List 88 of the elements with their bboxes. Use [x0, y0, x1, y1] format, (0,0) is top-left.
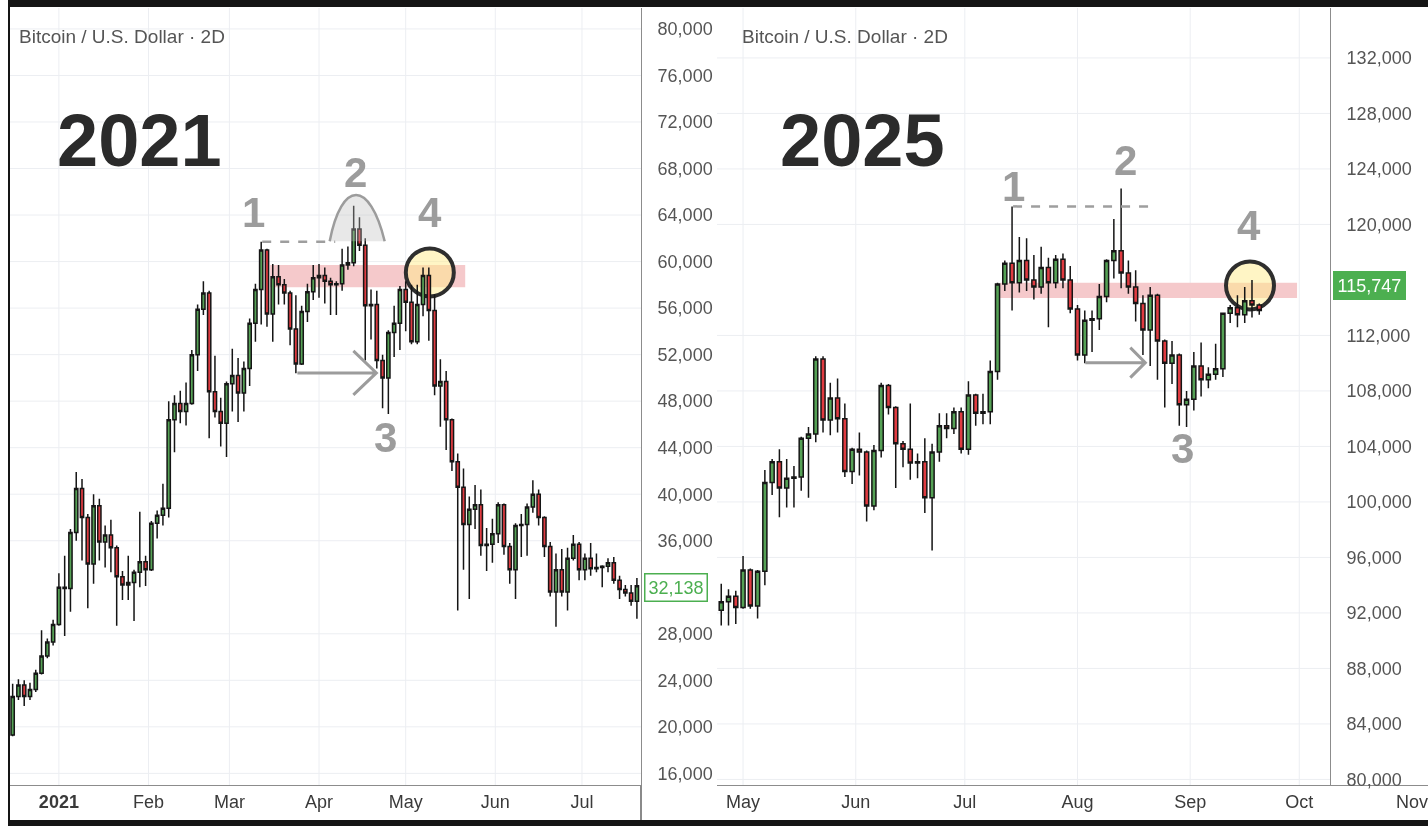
candlestick — [1212, 343, 1219, 381]
y-tick-label: 28,000 — [657, 624, 713, 645]
annotation: 3 — [374, 414, 398, 461]
candlestick — [1023, 237, 1030, 292]
candlestick — [776, 448, 783, 518]
x-tick-label: Feb — [132, 791, 164, 812]
y-tick-label: 104,000 — [1346, 436, 1412, 457]
candlestick — [1096, 283, 1103, 331]
candlestick — [725, 588, 732, 627]
candlestick — [1052, 254, 1059, 290]
annotation: 3 — [1171, 425, 1195, 472]
text: 2025 — [780, 99, 945, 182]
y-tick-label: 132,000 — [1346, 48, 1412, 69]
y-tick-label: 96,000 — [1346, 547, 1402, 568]
y-tick-label: 112,000 — [1346, 325, 1411, 346]
candlestick — [834, 377, 841, 434]
x-tick-label: Aug — [1061, 791, 1094, 812]
y-tick-label: 84,000 — [1346, 714, 1402, 735]
candlestick — [1205, 366, 1212, 389]
y-tick-label: 72,000 — [657, 112, 713, 133]
y-tick-label: 80,000 — [1346, 769, 1402, 790]
candlestick — [634, 577, 640, 620]
candlestick — [747, 567, 754, 610]
y-tick-label: 44,000 — [657, 437, 713, 458]
candlestick — [936, 412, 943, 463]
y-tick-label: 64,000 — [657, 205, 713, 226]
candlestick — [754, 569, 761, 620]
candlestick — [827, 381, 834, 437]
x-tick-label: May — [726, 791, 761, 812]
candlestick — [856, 431, 863, 477]
annotation: 4 — [1237, 202, 1261, 249]
text: 32,138 — [648, 577, 704, 598]
y-tick-label: 108,000 — [1346, 381, 1412, 402]
annotation: 115,747 — [1337, 275, 1402, 296]
x-tick-label: Apr — [304, 791, 334, 812]
x-tick-label: Jul — [953, 791, 977, 812]
x-tick-label: Jul — [570, 791, 594, 812]
text: 2021 — [57, 99, 222, 182]
annotation: 2 — [1114, 137, 1138, 184]
x-tick-label: Mar — [213, 791, 245, 812]
y-tick-label: 124,000 — [1346, 159, 1412, 180]
y-tick-label: 56,000 — [657, 298, 713, 319]
x-tick-label: May — [388, 791, 423, 812]
candlestick — [1234, 294, 1241, 328]
candlestick — [783, 458, 790, 509]
y-tick-label: 24,000 — [657, 670, 713, 691]
candlestick — [943, 412, 950, 439]
text: Bitcoin / U.S. Dollar · 2D — [19, 26, 225, 47]
y-tick-label: 128,000 — [1346, 103, 1412, 124]
y-tick-label: 88,000 — [1346, 658, 1402, 679]
x-tick-label: Sep — [1174, 791, 1207, 812]
text: Bitcoin / U.S. Dollar · 2D — [742, 26, 948, 47]
annotation: 1 — [242, 189, 266, 236]
y-tick-label: 68,000 — [657, 158, 713, 179]
candlestick — [1154, 293, 1161, 381]
candlestick — [994, 281, 1001, 381]
y-tick-label: 80,000 — [657, 19, 713, 40]
x-tick-label: Nov — [1395, 791, 1428, 812]
y-tick-label: 48,000 — [657, 391, 713, 412]
candlestick — [718, 583, 725, 627]
candlestick — [1176, 352, 1183, 427]
candlestick — [863, 449, 870, 523]
y-tick-label: 100,000 — [1346, 492, 1412, 513]
y-tick-label: 36,000 — [657, 531, 713, 552]
y-tick-label: 20,000 — [657, 717, 713, 738]
y-tick-label: 16,000 — [657, 763, 713, 784]
candlestick — [1183, 390, 1190, 428]
annotation: 2 — [344, 149, 368, 196]
y-tick-label: 60,000 — [657, 251, 713, 272]
annotation: 1 — [1002, 163, 1026, 210]
candlestick — [1125, 259, 1132, 295]
candlestick — [1074, 304, 1081, 362]
x-tick-label: 2021 — [38, 791, 79, 812]
y-tick-label: 52,000 — [657, 344, 713, 365]
x-tick-label: Oct — [1285, 791, 1314, 812]
candlestick — [1132, 269, 1139, 323]
candlestick — [965, 380, 972, 456]
x-tick-label: Jun — [480, 791, 510, 812]
y-tick-label: 76,000 — [657, 65, 713, 86]
candlestick — [805, 426, 812, 499]
candlestick — [914, 452, 921, 480]
candlestick — [1016, 236, 1023, 294]
annotation: 4 — [418, 189, 442, 236]
y-tick-label: 40,000 — [657, 484, 713, 505]
y-tick-label: 92,000 — [1346, 603, 1402, 624]
x-tick-label: Jun — [841, 791, 871, 812]
y-tick-label: 120,000 — [1346, 214, 1412, 235]
candlestick — [1045, 257, 1052, 328]
